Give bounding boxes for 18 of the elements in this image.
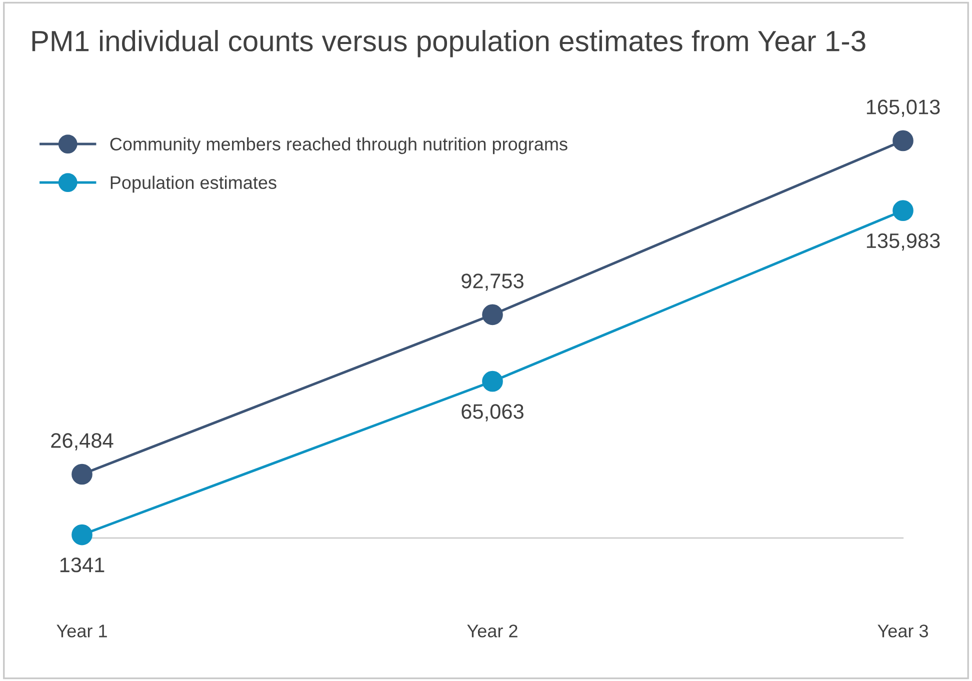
data-label: 1341 bbox=[60, 558, 104, 572]
data-label: 165,013 bbox=[866, 100, 940, 117]
data-label: 92,753 bbox=[462, 274, 524, 291]
point bbox=[482, 304, 503, 326]
legend-label: Community members reached through nutrition programs bbox=[110, 137, 568, 154]
data-label: 26,484 bbox=[51, 433, 114, 450]
data-label: 135,983 bbox=[866, 233, 940, 251]
legend-label: Population estimates bbox=[110, 176, 276, 193]
data-label: 65,063 bbox=[462, 404, 524, 422]
x-tick-label: Year 3 bbox=[878, 624, 928, 638]
x-tick-label: Year 1 bbox=[56, 624, 107, 638]
chart-title: PM1 individual counts versus population estimates from Year 1-3 bbox=[32, 30, 866, 58]
point bbox=[72, 524, 92, 546]
point bbox=[482, 370, 503, 392]
point bbox=[892, 130, 914, 152]
x-tick-label: Year 2 bbox=[467, 624, 518, 638]
point bbox=[892, 200, 914, 222]
point bbox=[72, 464, 92, 485]
